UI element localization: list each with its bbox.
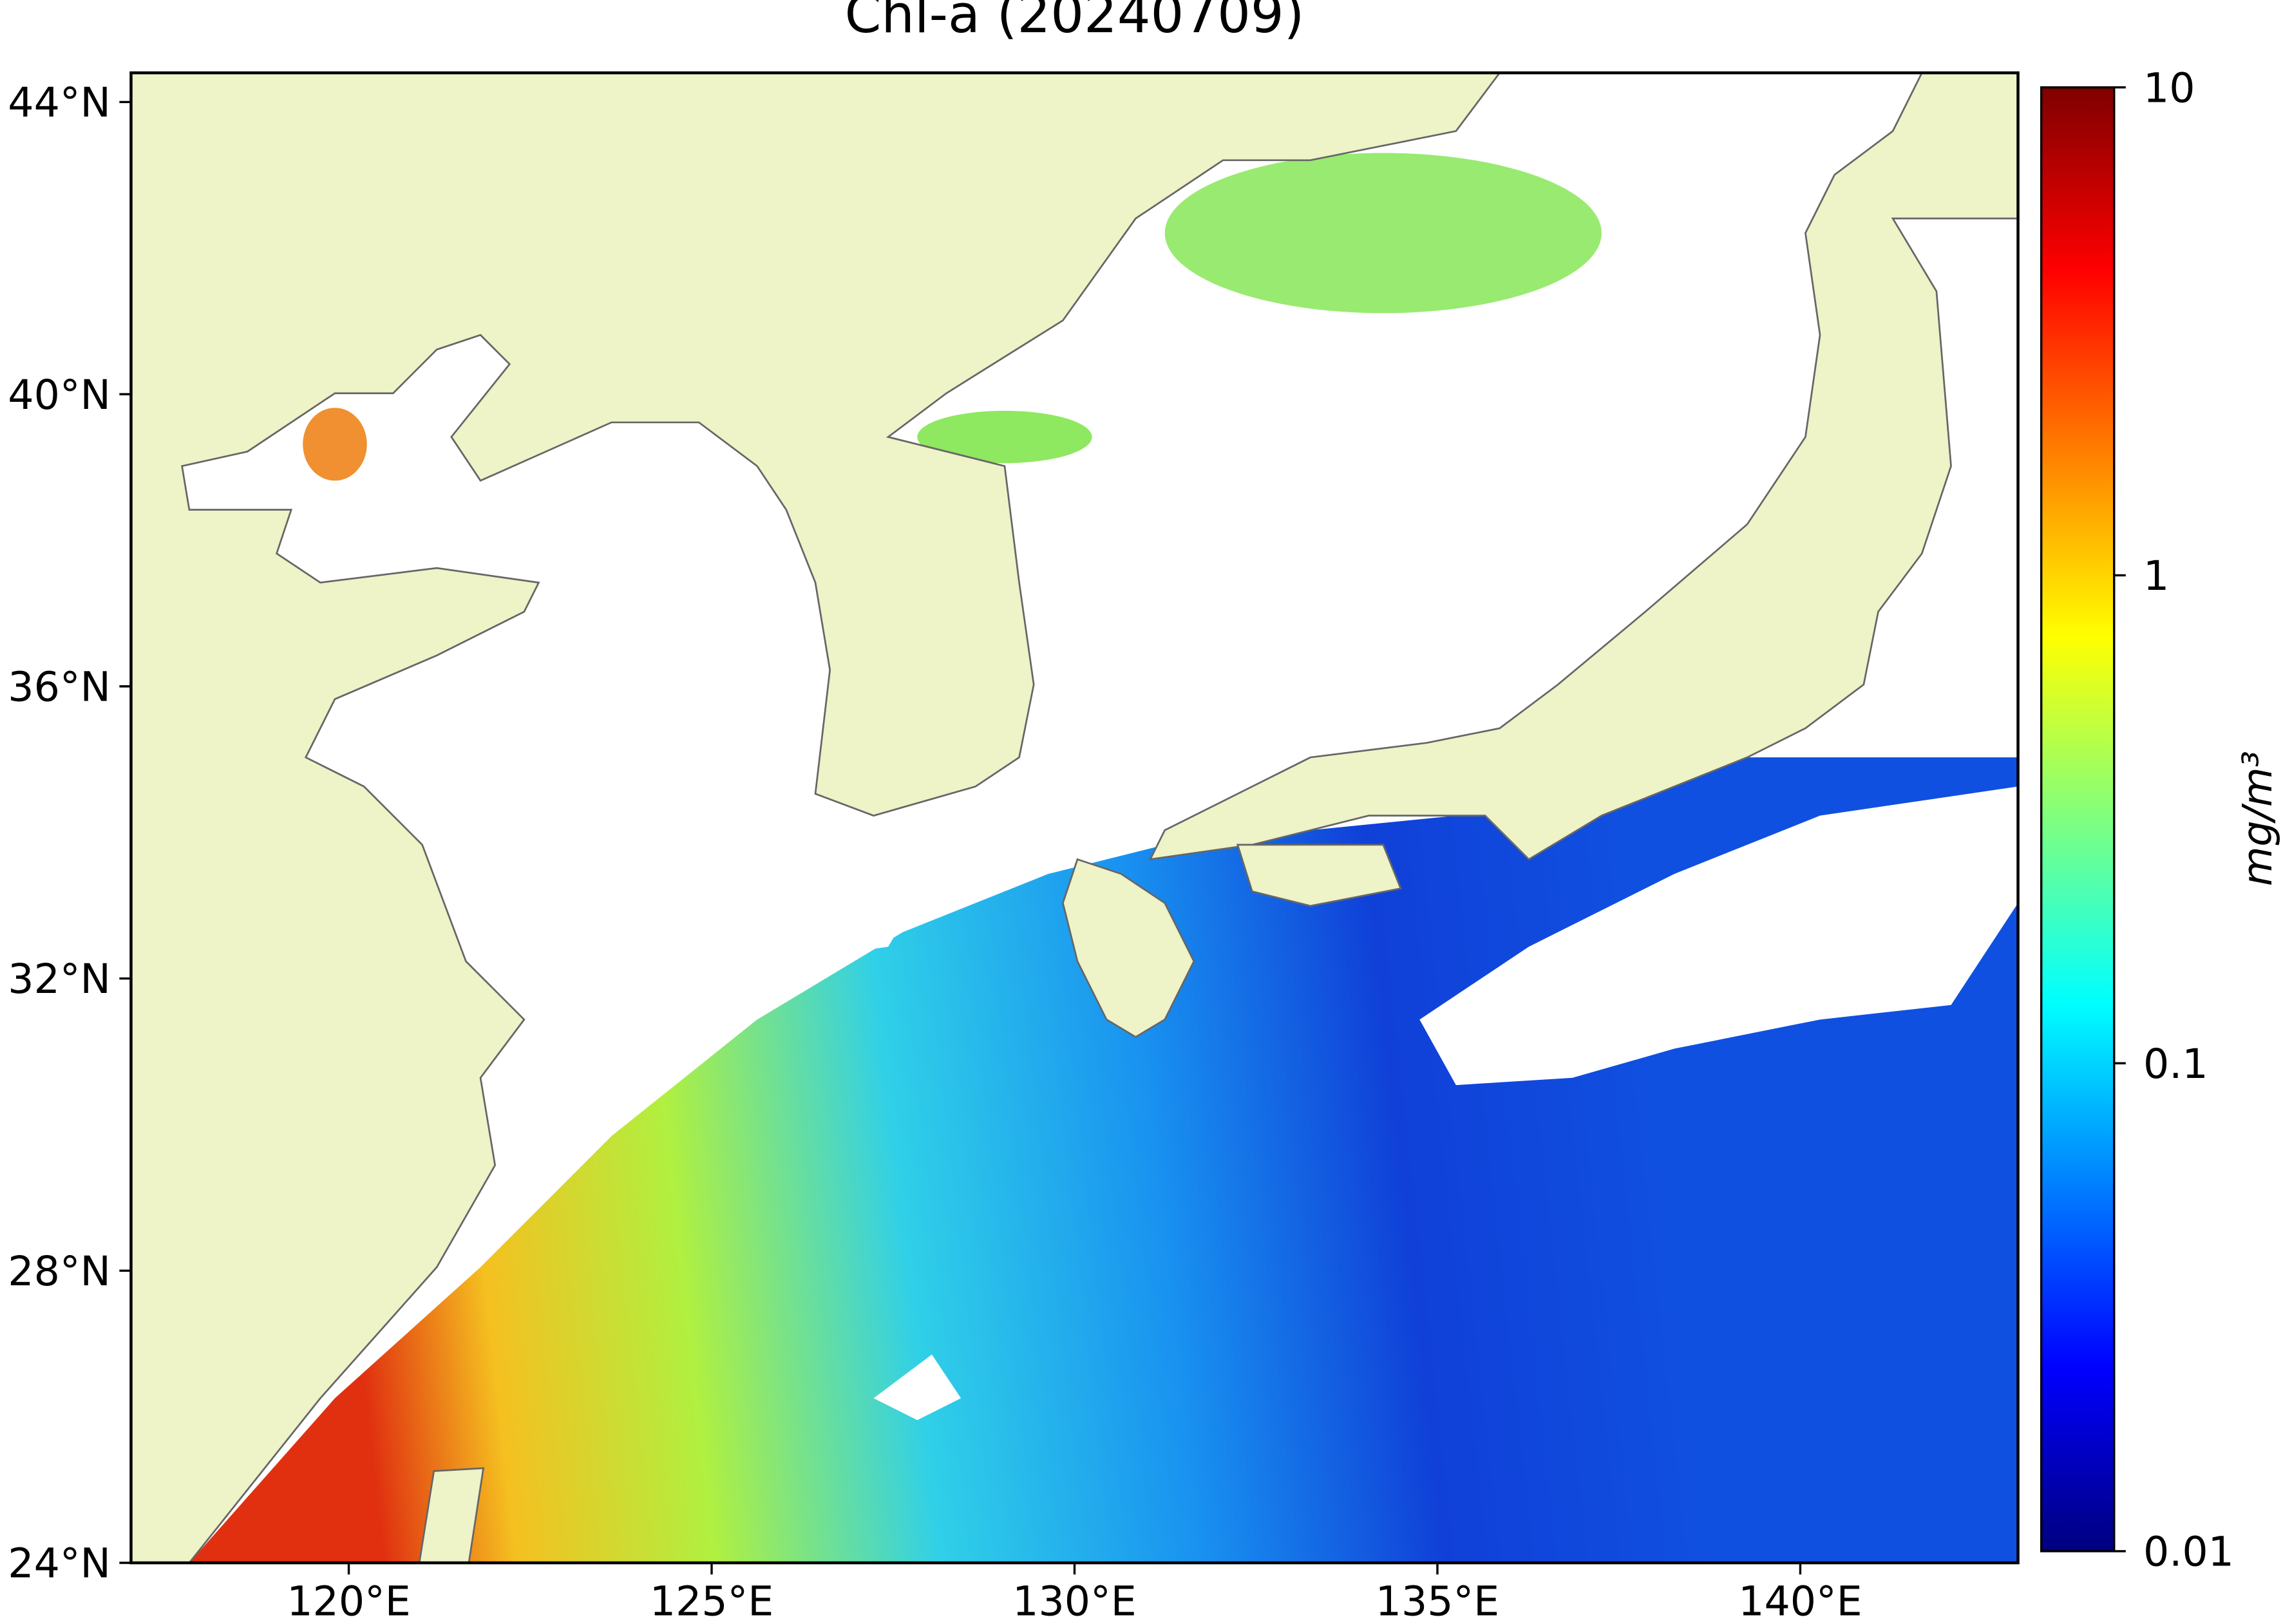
colorbar-tick-label: 10 [2143,64,2195,111]
cloud [873,1354,962,1421]
y-tick-label: 28°N [8,1247,111,1295]
map [131,73,2018,1563]
chl-patch [917,410,1092,464]
colorbar-label: mg/m³ [2233,751,2281,886]
cloud [466,961,685,1253]
land [131,73,1501,1563]
y-tick-label: 36°N [8,663,111,710]
chl-patch [1164,153,1602,314]
chl-patch [303,408,367,481]
x-tick-label: 140°E [1738,1577,1862,1624]
y-tick-label: 32°N [8,955,111,1003]
land [1062,858,1195,1039]
x-tick-label: 125°E [650,1577,773,1624]
y-tick-label: 40°N [8,371,111,419]
land [418,1467,485,1563]
chart-title: Chl-a (20240709) [845,0,1305,45]
colorbar-tick-label: 0.1 [2143,1040,2208,1088]
land [1148,73,2018,861]
colorbar-tick-label: 0.01 [2143,1528,2234,1576]
x-tick-label: 120°E [287,1577,410,1624]
y-tick-label: 24°N [8,1540,111,1587]
land [1236,844,1402,907]
colorbar-tick-label: 1 [2143,552,2169,600]
x-tick-label: 130°E [1012,1577,1136,1624]
colorbar [2040,86,2116,1553]
cloud [699,874,932,961]
x-tick-label: 135°E [1376,1577,1499,1624]
cloud [1419,786,2018,1086]
y-tick-label: 44°N [8,79,111,126]
